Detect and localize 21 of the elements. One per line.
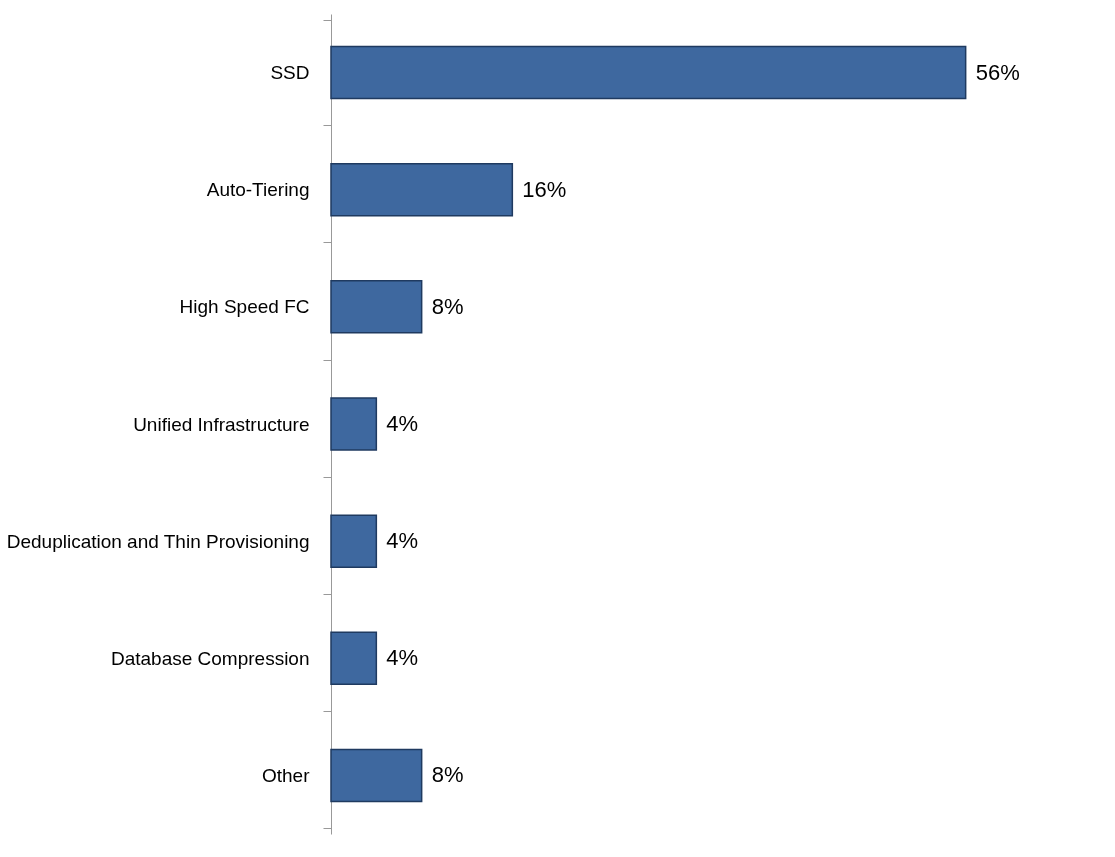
data-label: 56% [975,59,1020,85]
bar [330,162,514,217]
data-label: 4% [386,528,419,554]
y-tick-label: Deduplication and Thin Provisioning [6,530,310,552]
data-label: 4% [386,645,419,671]
bar [330,748,423,803]
bar [330,631,378,686]
y-tick-label: Unified Infrastructure [133,413,310,435]
y-tick-label: Database Compression [110,647,310,669]
y-tick-label: High Speed FC [179,296,310,318]
bar [330,280,423,334]
data-label: 4% [386,411,419,436]
bar [330,397,378,451]
bar [330,514,378,568]
y-tick-label: Auto-Tiering [206,179,310,201]
data-label: 16% [522,176,567,202]
y-tick-label: SSD [270,62,310,84]
y-tick-label: Other [261,764,311,786]
data-label: 8% [431,762,464,788]
data-label: 8% [431,293,464,319]
bar [330,45,967,100]
